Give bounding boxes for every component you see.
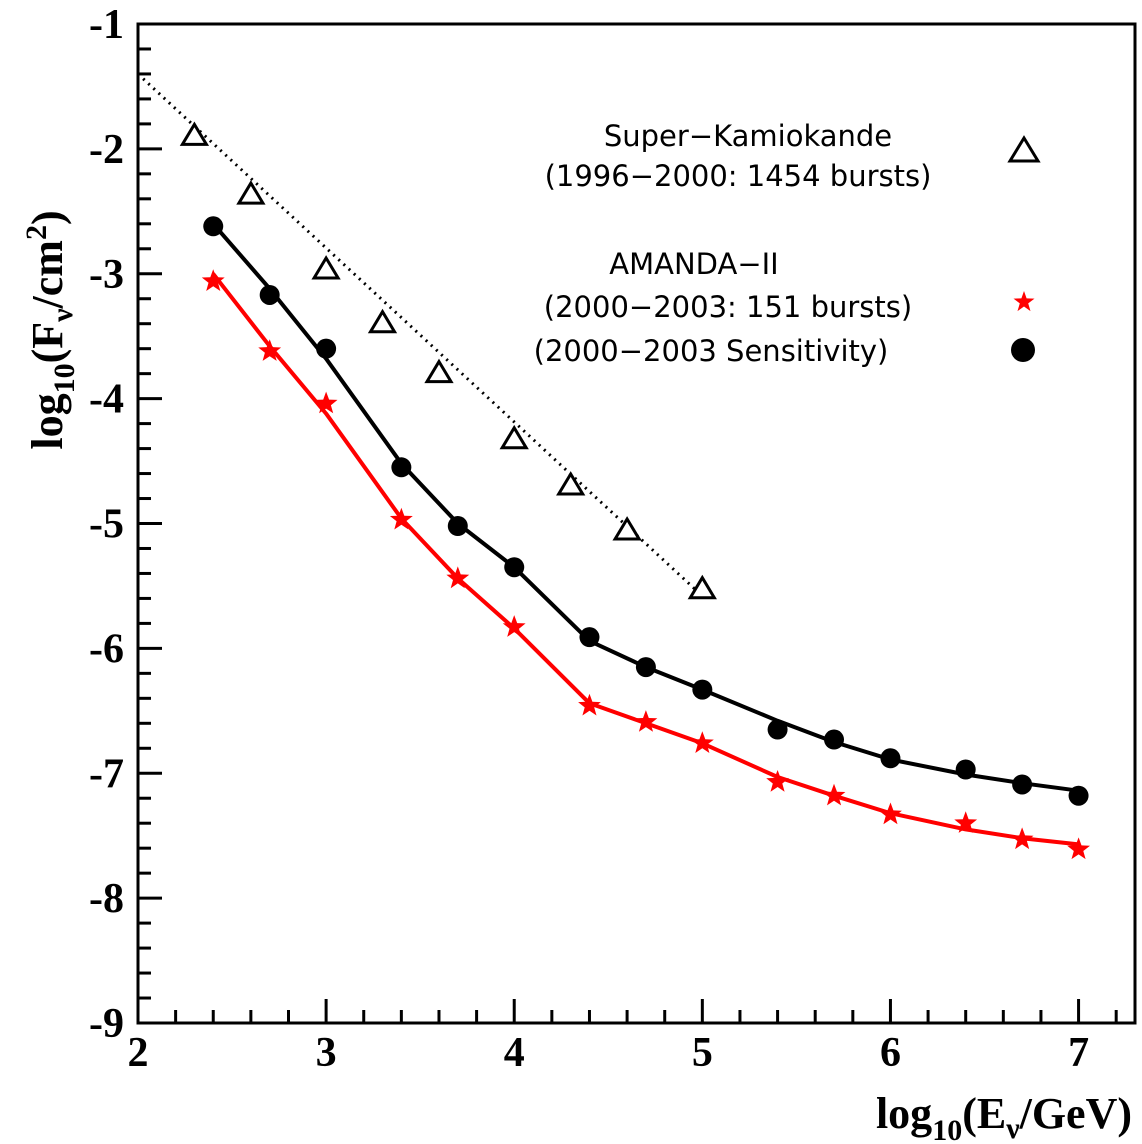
y-tick-label: -5 [89, 502, 124, 548]
legend-label-amanda-sensitivity: (2000−2003 Sensitivity) [534, 334, 889, 368]
x-tick-label: 2 [128, 1030, 149, 1076]
circle-marker [955, 759, 976, 780]
legend-star-marker [1013, 291, 1035, 312]
y-tick-label: -2 [89, 127, 124, 173]
y-axis-title-sup: 2 [20, 225, 53, 240]
triangle-marker [687, 574, 717, 600]
legend-label-superk-period: (1996−2000: 1454 bursts) [545, 159, 932, 193]
legend-label-amanda: AMANDA−II [609, 247, 778, 281]
star-marker [502, 615, 526, 637]
y-axis-title-nu: ν [46, 308, 79, 323]
x-tick-label: 7 [1068, 1030, 1089, 1076]
legend-triangle-marker [1007, 135, 1041, 163]
triangle-marker [424, 358, 454, 384]
x-tick-label: 3 [316, 1030, 337, 1076]
x-axis-title-sub: 10 [932, 1114, 962, 1144]
star-marker [1067, 837, 1090, 860]
y-axis-title-tail: ) [23, 210, 72, 225]
star-marker [766, 770, 789, 792]
triangle-marker [612, 516, 642, 541]
x-axis-title-log: log [876, 1089, 932, 1138]
circle-marker [692, 679, 713, 700]
y-axis-title-sub: 10 [48, 363, 81, 393]
triangle-marker [179, 121, 210, 146]
star-marker [389, 507, 413, 530]
x-axis-title-nu: ν [1005, 1112, 1020, 1144]
circle-marker [579, 627, 600, 648]
circle-marker [447, 515, 468, 536]
star-marker [879, 802, 902, 825]
triangle-marker [556, 471, 586, 496]
x-axis-title: log10(Eν/GeV) [876, 1089, 1132, 1144]
triangle-marker [367, 308, 398, 334]
x-axis-title-tail: /GeV) [1019, 1089, 1132, 1138]
legend: Super−Kamiokande (1996−2000: 1454 bursts… [534, 119, 1041, 368]
series-markers [179, 121, 1090, 860]
y-tick-label: -3 [89, 252, 124, 298]
y-tick-label: -9 [89, 1001, 124, 1047]
x-tick-label: 6 [880, 1030, 901, 1076]
y-axis-title-mid: /cm [23, 240, 72, 309]
circle-marker [880, 748, 901, 769]
y-tick-label: -4 [89, 377, 124, 423]
circle-marker [259, 284, 280, 305]
circle-marker [1068, 785, 1089, 806]
triangle-marker [499, 424, 529, 450]
y-tick-label: -1 [89, 2, 124, 48]
axis-ticks [136, 22, 1118, 1025]
y-tick-label: -7 [89, 751, 124, 797]
star-marker [201, 269, 225, 291]
y-axis-title-main: (F [23, 322, 72, 364]
x-tick-label: 4 [504, 1030, 525, 1076]
x-axis-title-main: (E [962, 1089, 1006, 1138]
axis-tick-labels: 2 3 4 5 6 7 -1 -2 -3 -4 -5 -6 -7 -8 -9 [89, 2, 1089, 1076]
circle-marker [316, 338, 337, 359]
legend-label-superk: Super−Kamiokande [604, 119, 892, 153]
circle-marker [767, 719, 788, 740]
star-marker [446, 566, 470, 589]
star-marker [954, 811, 978, 833]
legend-label-amanda-bursts: (2000−2003: 151 bursts) [544, 290, 912, 324]
triangle-marker [236, 180, 266, 205]
y-tick-label: -6 [89, 626, 124, 672]
star-marker [822, 783, 846, 806]
star-marker [258, 339, 282, 361]
star-marker [578, 693, 601, 716]
circle-marker [391, 457, 412, 478]
star-marker [1010, 827, 1034, 850]
x-tick-label: 5 [692, 1030, 713, 1076]
legend-circle-marker [1011, 338, 1035, 362]
star-marker [314, 391, 338, 414]
circle-marker [1012, 774, 1033, 795]
y-axis-title: log10(Fν/cm2) [20, 210, 81, 449]
star-marker [634, 710, 658, 732]
y-axis-title-log: log [23, 393, 72, 449]
circle-marker [203, 216, 224, 237]
circle-marker [504, 557, 525, 578]
triangle-marker [311, 255, 341, 280]
circle-marker [824, 729, 845, 750]
star-marker [690, 731, 714, 753]
y-tick-label: -8 [89, 876, 124, 922]
circle-marker [635, 657, 656, 678]
